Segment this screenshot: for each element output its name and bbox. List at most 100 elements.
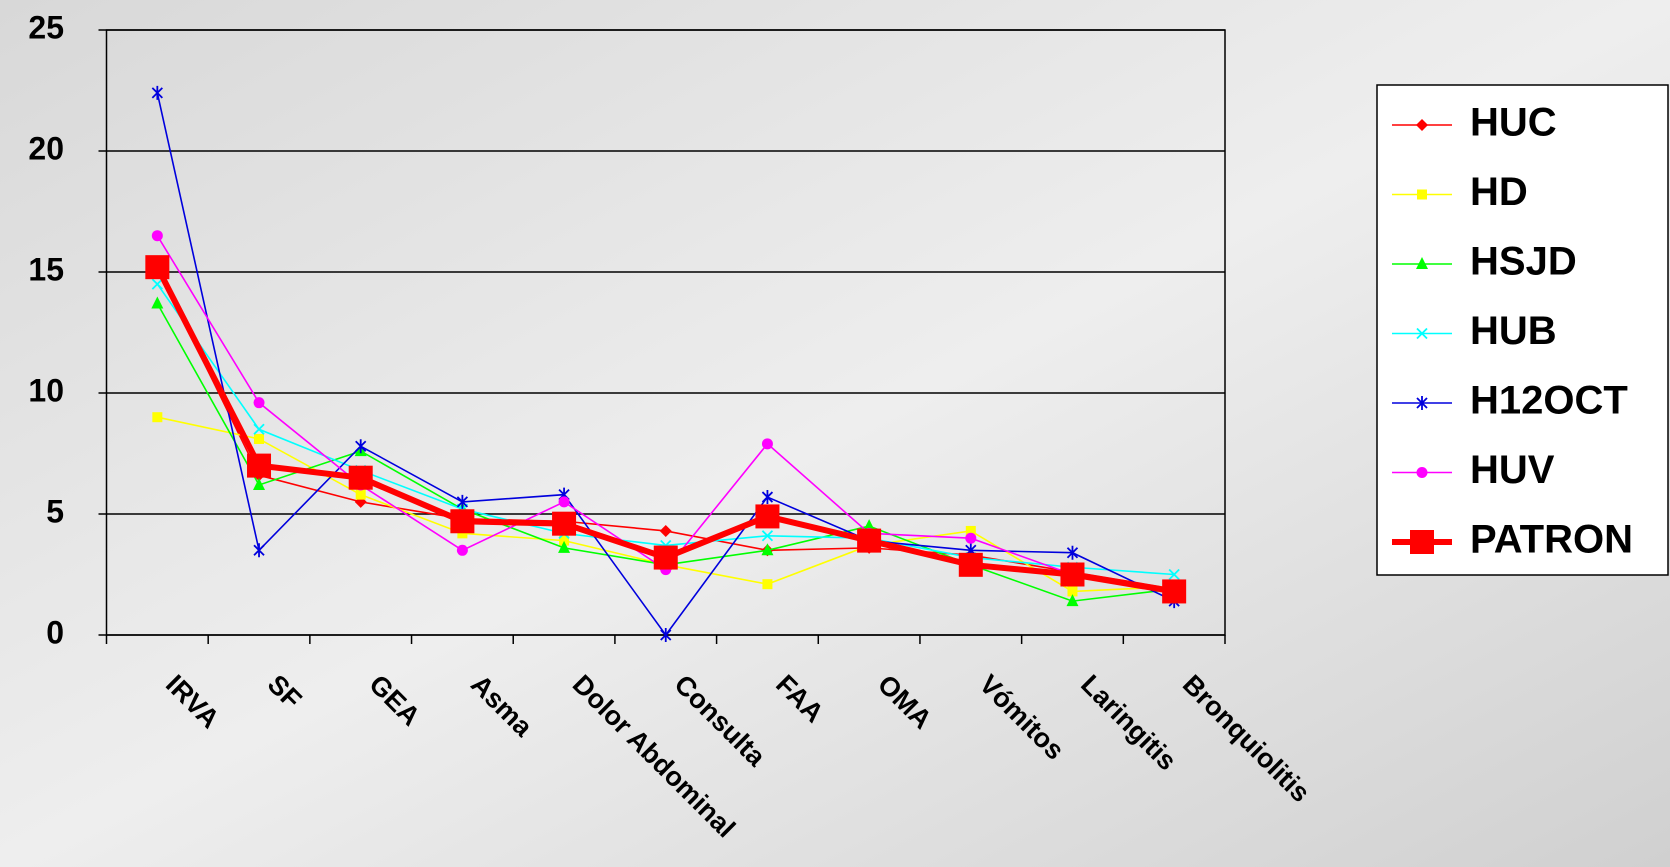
marker-shape xyxy=(660,628,672,642)
marker-shape xyxy=(456,544,468,556)
marker-shape xyxy=(863,519,876,532)
legend-label: HUV xyxy=(1470,448,1555,492)
marker xyxy=(456,544,468,556)
marker-shape xyxy=(761,530,774,542)
marker xyxy=(456,494,469,509)
marker-shape xyxy=(145,255,170,280)
marker xyxy=(457,528,468,539)
marker xyxy=(552,511,577,536)
marker-shape xyxy=(253,477,266,490)
marker-shape xyxy=(761,490,774,505)
marker xyxy=(659,524,672,537)
marker xyxy=(660,628,672,642)
marker-shape xyxy=(653,545,678,570)
y-tick-label: 20 xyxy=(28,130,64,166)
legend-label: H12OCT xyxy=(1470,379,1628,423)
marker xyxy=(558,540,571,553)
marker-shape xyxy=(1066,594,1079,607)
marker xyxy=(1416,327,1428,340)
marker xyxy=(254,433,265,444)
marker xyxy=(151,278,163,290)
marker-shape xyxy=(1067,586,1078,597)
marker-shape xyxy=(755,504,780,529)
marker xyxy=(1066,545,1079,560)
legend-label: HUB xyxy=(1470,309,1557,353)
marker-shape xyxy=(965,525,976,536)
marker-shape xyxy=(355,489,366,500)
marker xyxy=(1066,594,1079,607)
legend-label: HSJD xyxy=(1470,240,1577,284)
marker-shape xyxy=(1168,568,1180,581)
marker xyxy=(857,528,882,553)
marker xyxy=(761,438,773,450)
marker xyxy=(1060,562,1085,587)
legend-label: HD xyxy=(1470,170,1528,214)
marker xyxy=(863,519,876,532)
marker xyxy=(151,85,163,100)
marker-shape xyxy=(355,439,367,454)
y-tick-label: 0 xyxy=(46,614,64,650)
marker-shape xyxy=(558,540,571,553)
marker xyxy=(965,525,976,536)
marker-shape xyxy=(1416,396,1428,410)
marker xyxy=(559,535,570,546)
marker-shape xyxy=(1410,530,1434,554)
marker xyxy=(1416,119,1428,131)
marker-shape xyxy=(348,465,373,490)
marker xyxy=(1416,396,1428,410)
legend-label: HUC xyxy=(1470,101,1557,145)
marker xyxy=(1168,568,1180,581)
marker-shape xyxy=(253,543,265,558)
marker-shape xyxy=(151,278,163,290)
marker-shape xyxy=(457,528,468,539)
marker xyxy=(355,489,366,500)
marker-shape xyxy=(456,494,469,509)
marker xyxy=(761,530,774,542)
marker xyxy=(253,423,265,435)
marker-shape xyxy=(552,511,577,536)
marker xyxy=(762,579,773,590)
marker-shape xyxy=(1060,562,1085,587)
marker xyxy=(1410,530,1434,554)
marker xyxy=(450,509,475,534)
marker xyxy=(152,412,163,423)
marker-shape xyxy=(247,453,272,478)
marker xyxy=(965,532,977,544)
marker xyxy=(958,552,983,577)
marker-shape xyxy=(559,535,570,546)
marker xyxy=(145,255,170,280)
marker-shape xyxy=(151,85,163,100)
marker-shape xyxy=(761,438,773,450)
marker-shape xyxy=(253,397,265,409)
marker-shape xyxy=(857,528,882,553)
marker-shape xyxy=(1416,119,1428,131)
marker-shape xyxy=(151,230,163,242)
marker xyxy=(355,439,367,454)
marker-shape xyxy=(253,423,265,435)
marker-shape xyxy=(1417,189,1427,200)
marker-shape xyxy=(1066,545,1079,560)
marker-shape xyxy=(965,532,977,544)
marker xyxy=(755,504,780,529)
legend-label: PATRON xyxy=(1470,518,1633,562)
marker xyxy=(253,543,265,558)
marker-shape xyxy=(558,496,570,508)
marker xyxy=(653,545,678,570)
marker xyxy=(253,477,266,490)
marker xyxy=(1067,586,1078,597)
marker xyxy=(253,397,265,409)
y-tick-label: 25 xyxy=(28,9,64,45)
marker-shape xyxy=(762,579,773,590)
marker xyxy=(1416,467,1428,478)
marker-shape xyxy=(958,552,983,577)
marker xyxy=(1162,579,1187,604)
marker xyxy=(761,490,774,505)
marker xyxy=(1417,189,1427,200)
marker xyxy=(247,453,272,478)
marker-shape xyxy=(254,433,265,444)
marker-shape xyxy=(152,412,163,423)
marker-shape xyxy=(1416,467,1428,478)
marker xyxy=(558,496,570,508)
marker-shape xyxy=(1416,327,1428,340)
